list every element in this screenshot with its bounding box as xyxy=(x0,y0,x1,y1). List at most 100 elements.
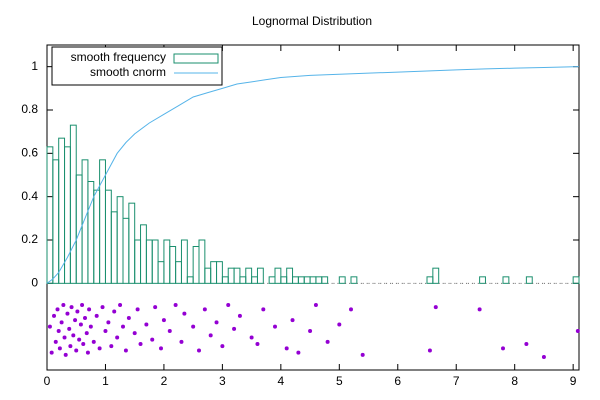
histogram-bar xyxy=(286,267,294,284)
sample-point xyxy=(85,350,90,355)
sample-point xyxy=(325,339,330,344)
sample-point xyxy=(182,311,187,316)
sample-point xyxy=(57,346,62,351)
histogram-bar xyxy=(280,276,288,284)
sample-point xyxy=(56,329,61,333)
sample-point xyxy=(94,313,99,318)
sample-point xyxy=(214,320,219,325)
sample-point xyxy=(84,331,89,336)
histogram-bar xyxy=(46,146,54,284)
x-tick-label: 7 xyxy=(453,374,460,388)
histogram-bar xyxy=(116,196,124,284)
sample-point xyxy=(61,303,66,307)
y-tick-label: 0.8 xyxy=(21,102,38,116)
histogram-bar xyxy=(169,246,177,284)
sample-point xyxy=(197,348,201,353)
histogram-bar xyxy=(315,276,323,284)
sample-point xyxy=(118,303,123,307)
sample-point xyxy=(255,342,260,346)
histogram-bar xyxy=(140,224,147,284)
sample-point xyxy=(296,350,301,355)
histogram-bar xyxy=(128,202,136,284)
histogram-bar xyxy=(180,239,188,284)
histogram-bar xyxy=(251,276,258,284)
x-tick-label: 0 xyxy=(44,374,51,388)
sample-point xyxy=(71,333,76,338)
histogram-bar xyxy=(303,276,311,284)
histogram-bar xyxy=(163,239,171,284)
histogram-bar xyxy=(572,276,580,284)
histogram-bar xyxy=(175,261,182,284)
histogram-bar xyxy=(110,211,118,284)
sample-point xyxy=(349,307,353,312)
sample-point xyxy=(477,307,482,312)
legend-box xyxy=(51,46,223,86)
sample-point xyxy=(69,305,74,310)
histogram-bar xyxy=(122,217,130,284)
histogram-bar xyxy=(216,261,223,284)
sample-point xyxy=(87,307,92,312)
sample-point xyxy=(427,348,432,353)
sample-point xyxy=(237,313,242,318)
sample-point xyxy=(337,322,342,327)
sample-point xyxy=(53,339,58,344)
sample-point xyxy=(59,320,64,325)
sample-point xyxy=(62,335,67,340)
sample-point xyxy=(115,335,120,340)
histogram-bar xyxy=(268,276,276,284)
sample-point xyxy=(360,352,365,357)
histogram-bar xyxy=(239,276,247,284)
histogram-bar xyxy=(274,267,282,284)
histogram-bar xyxy=(350,276,358,284)
histogram-bar xyxy=(227,267,235,284)
histogram-bar xyxy=(157,261,165,284)
histogram-bar xyxy=(233,267,241,284)
histogram-bar xyxy=(245,267,253,284)
sample-point xyxy=(138,342,143,346)
sample-point xyxy=(109,344,114,349)
histogram-bar xyxy=(69,124,77,284)
histogram-bar xyxy=(210,261,218,284)
sample-point xyxy=(88,324,93,329)
cnorm-line xyxy=(46,66,580,284)
plot-frame xyxy=(46,44,580,371)
histogram-bar xyxy=(309,276,317,284)
sample-point xyxy=(123,348,128,353)
sample-point xyxy=(208,333,213,338)
y-tick-label: 0.4 xyxy=(21,189,38,203)
histogram-bar xyxy=(151,239,159,284)
sample-point xyxy=(121,324,125,329)
sample-point xyxy=(501,346,505,351)
sample-point xyxy=(52,313,57,318)
sample-point xyxy=(135,307,140,312)
sample-point xyxy=(173,303,178,307)
sample-point xyxy=(273,324,277,329)
sample-point xyxy=(232,326,237,331)
histogram-bar xyxy=(99,159,106,284)
x-tick-label: 3 xyxy=(219,374,226,388)
y-tick-label: 1 xyxy=(31,59,38,73)
legend-swatch xyxy=(173,53,219,64)
sample-point xyxy=(78,322,83,327)
sample-point xyxy=(73,318,78,323)
sample-point xyxy=(106,320,111,325)
sample-point xyxy=(83,316,87,320)
histogram-bar xyxy=(502,276,510,284)
sample-point xyxy=(91,339,96,344)
legend-label: smooth cnorm xyxy=(90,65,166,79)
histogram-bar xyxy=(186,276,194,284)
sample-point xyxy=(226,303,231,307)
x-tick-label: 6 xyxy=(394,374,401,388)
sample-point xyxy=(80,303,85,307)
histogram-bar xyxy=(426,276,434,284)
sample-point xyxy=(202,307,207,312)
histogram-bar xyxy=(87,181,95,284)
sample-point xyxy=(179,339,184,344)
sample-point xyxy=(153,305,158,310)
x-tick-label: 1 xyxy=(102,374,109,388)
sample-point xyxy=(74,348,79,353)
sample-point xyxy=(290,318,295,323)
sample-point xyxy=(75,309,80,314)
chart-title: Lognormal Distribution xyxy=(252,14,372,28)
histogram-bar xyxy=(192,246,200,284)
